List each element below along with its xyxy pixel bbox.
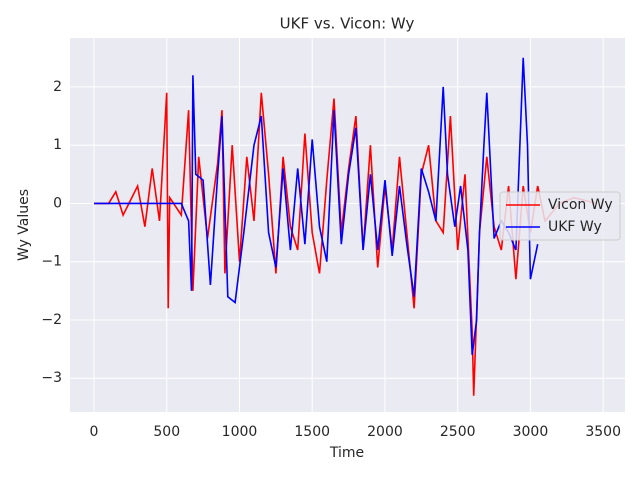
x-tick-label: 2500 [440,424,476,440]
legend-label: UKF Wy [548,219,602,235]
x-axis-label: Time [329,445,364,461]
data-line [94,57,539,356]
x-tick-label: 3500 [585,424,621,440]
x-tick-label: 0 [90,424,99,440]
y-tick-label: 2 [53,79,62,95]
chart-title: UKF vs. Vicon: Wy [280,15,415,33]
y-tick-label: −2 [41,312,62,328]
data-line [94,92,597,396]
y-axis-label: Wy Values [16,189,32,261]
x-tick-label: 1500 [294,424,330,440]
legend-box [499,191,621,241]
y-tick-label: −3 [41,370,62,386]
x-tick-label: 3000 [513,424,549,440]
y-tick-label: −1 [41,254,62,270]
x-tick-label: 1000 [222,424,258,440]
y-tick-label: 1 [53,137,62,153]
x-tick-label: 2000 [367,424,403,440]
x-tick-label: 500 [153,424,180,440]
legend-label: Vicon Wy [548,197,613,213]
y-tick-label: 0 [53,195,62,211]
